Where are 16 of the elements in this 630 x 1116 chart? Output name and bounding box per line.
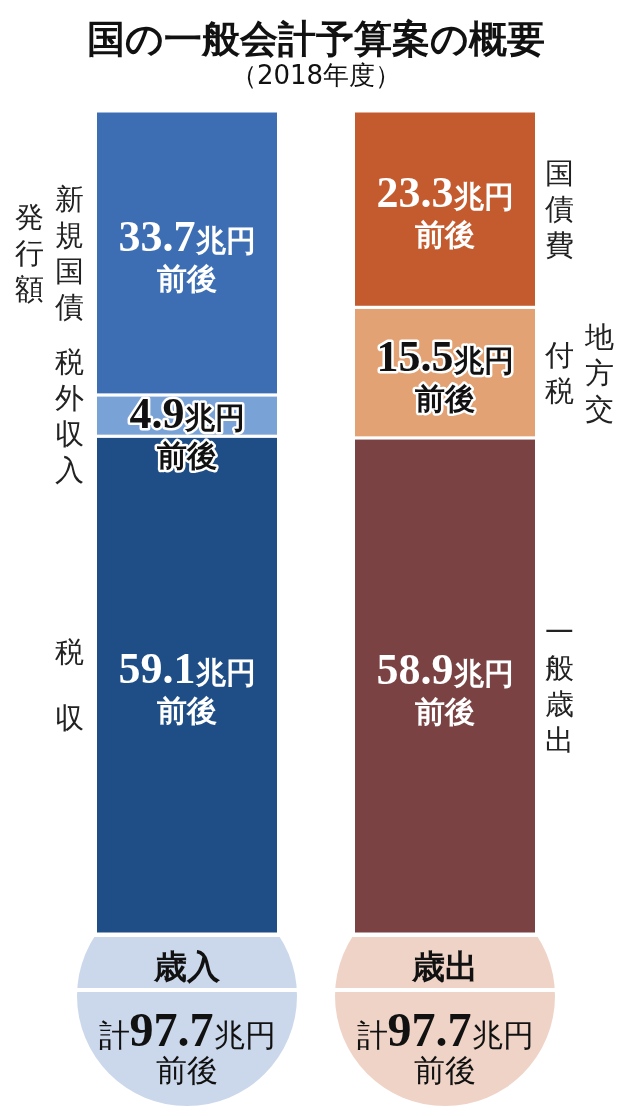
data-label: 23.3兆円前後: [376, 168, 514, 253]
chart-title: 国の一般会計予算案の概要: [87, 17, 545, 61]
series-label: 税収: [54, 634, 85, 738]
data-label: 4.9兆円前後: [129, 388, 245, 473]
total-label: 計97.7兆円前後: [98, 1003, 276, 1088]
data-label: 15.5兆円前後: [376, 331, 514, 416]
data-label: 59.1兆円前後: [118, 644, 256, 729]
data-label: 33.7兆円前後: [118, 211, 256, 296]
x-tick-label: 歳入: [153, 947, 221, 986]
chart-subtitle: （2018年度）: [230, 60, 402, 90]
series-label: 税外収入: [54, 343, 85, 488]
total-label: 計97.7兆円前後: [356, 1003, 534, 1088]
x-tick-label: 歳出: [411, 947, 478, 986]
data-label: 58.9兆円前後: [376, 644, 514, 729]
series-label: 国債費: [544, 155, 575, 264]
series-label: 一般歳出: [544, 613, 575, 758]
